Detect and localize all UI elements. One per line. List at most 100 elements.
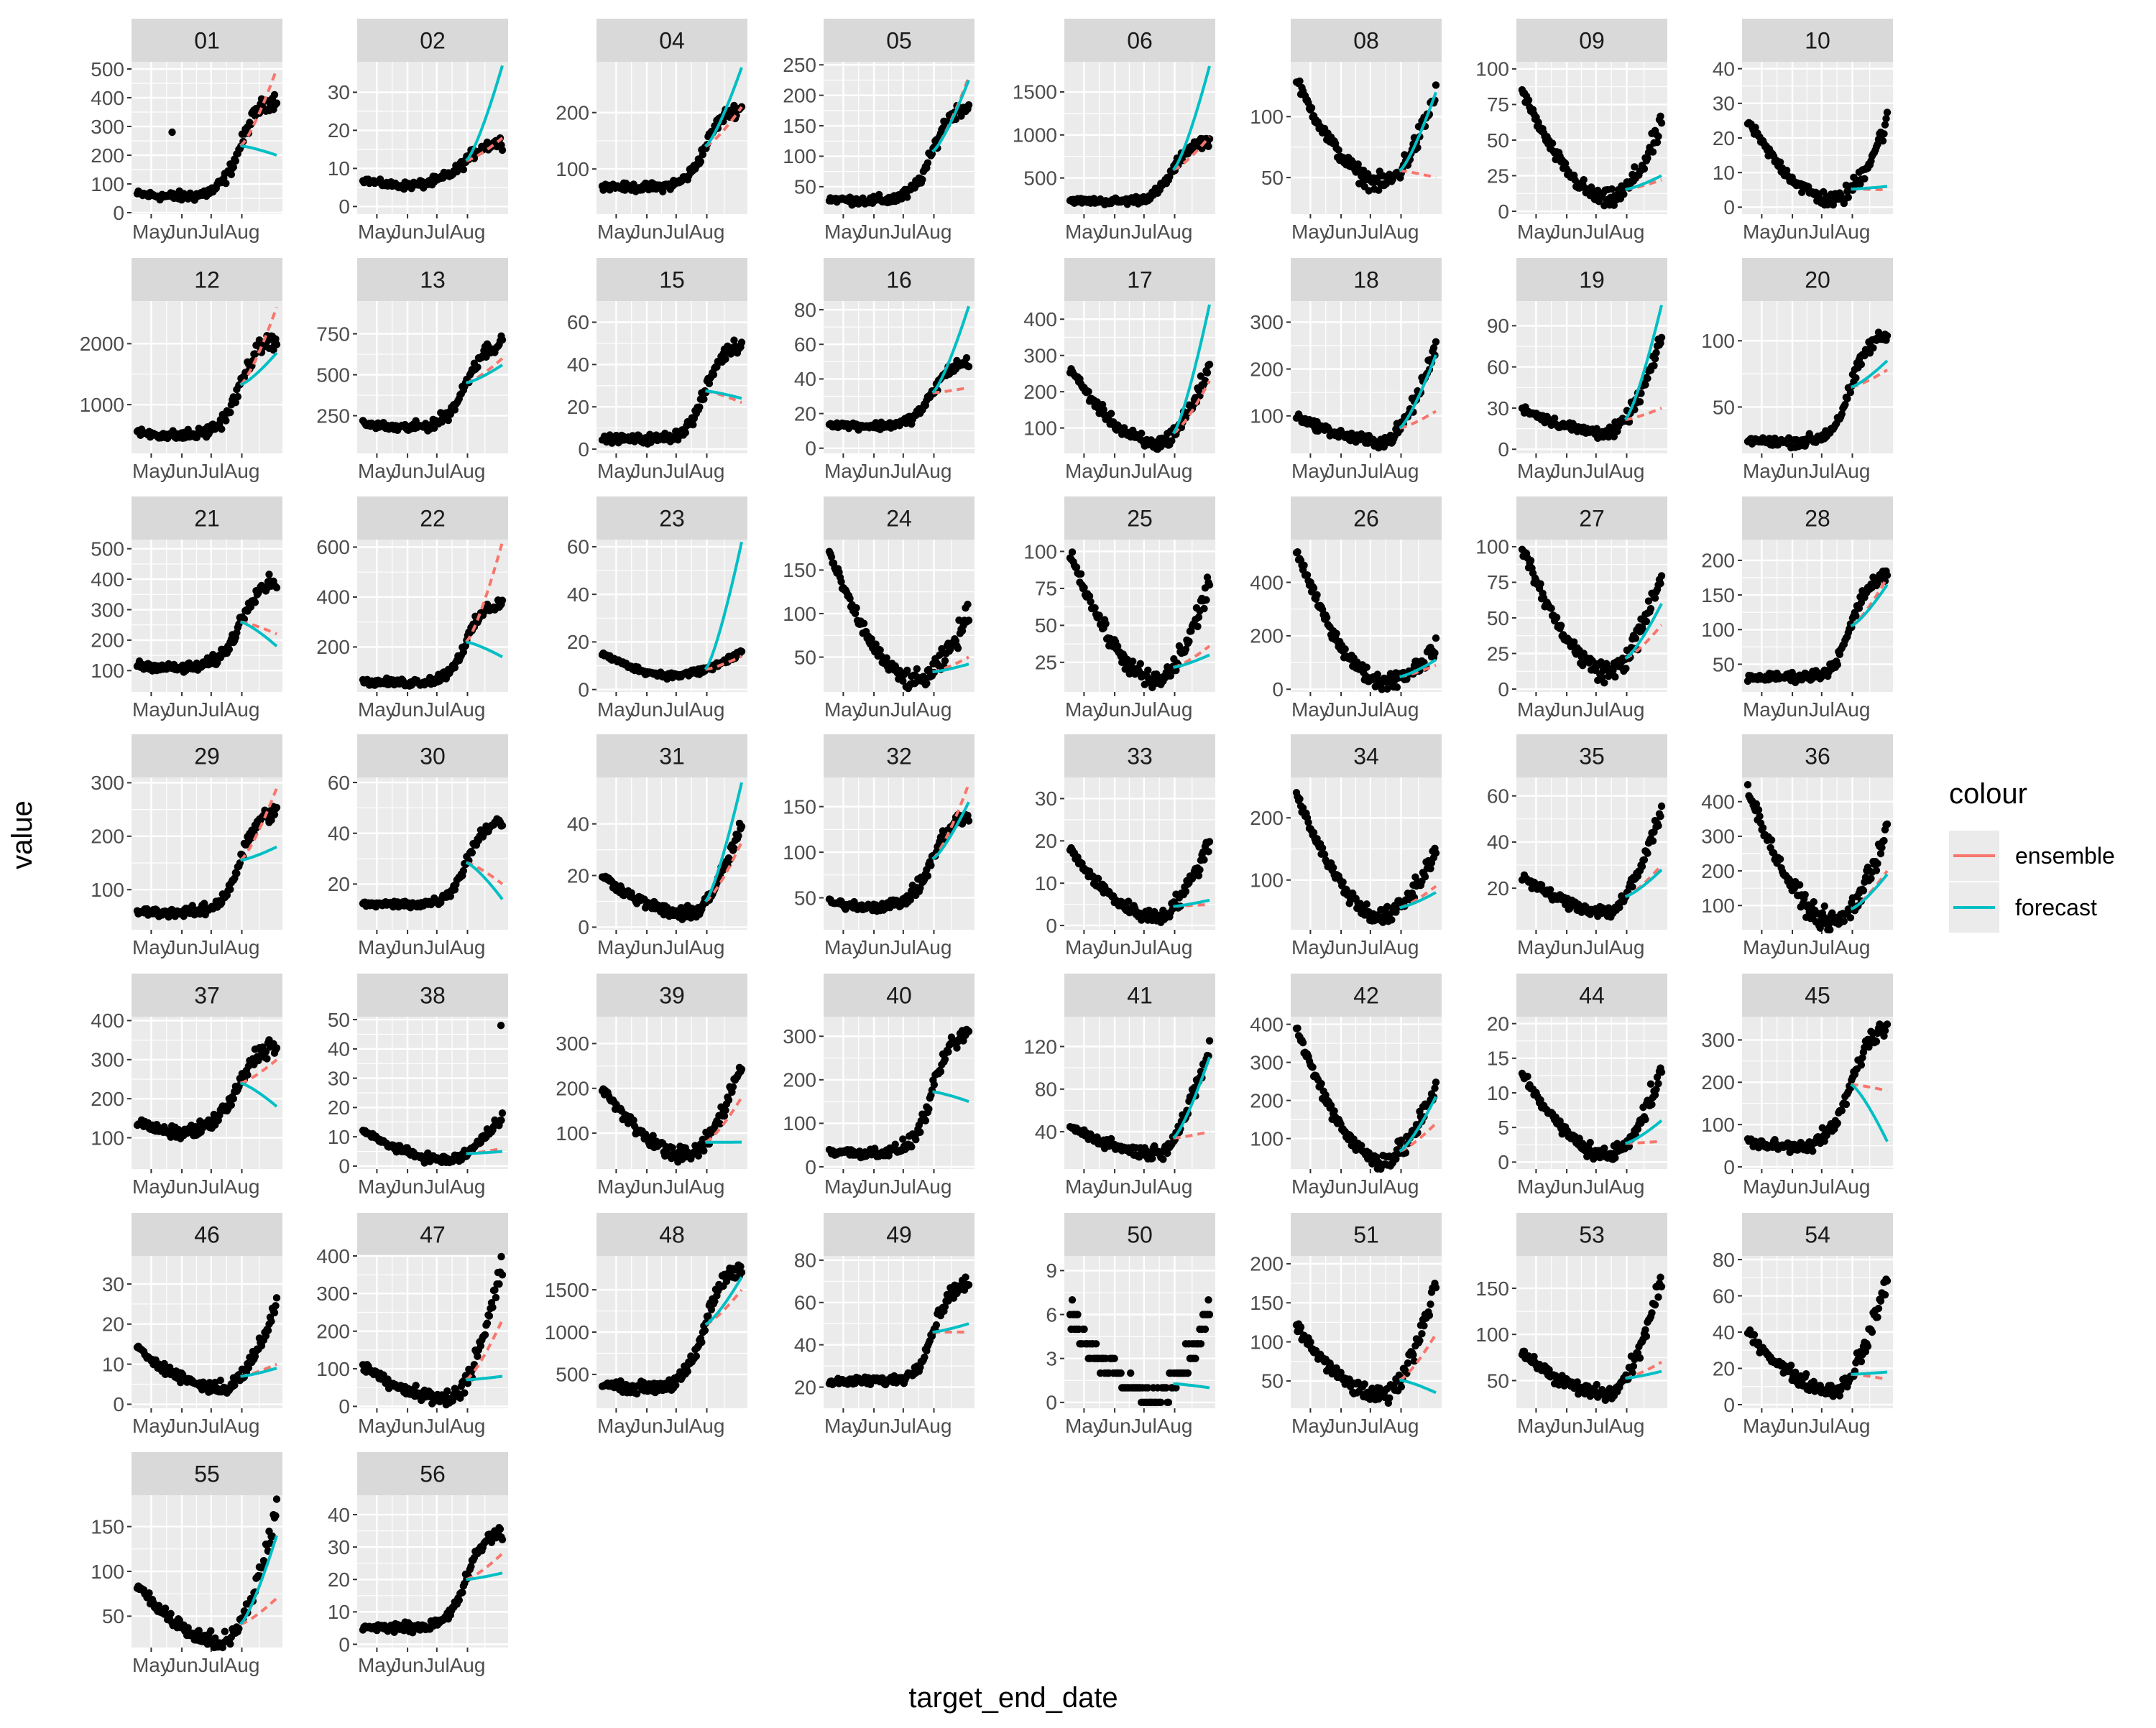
x-tick-label: Jul <box>424 698 450 721</box>
y-tick-label: 750 <box>316 323 350 345</box>
x-tick-label: Jun <box>1777 698 1809 721</box>
x-tick-label: May <box>824 221 862 243</box>
data-point <box>1144 667 1151 674</box>
x-tick-label: Aug <box>450 221 486 243</box>
data-point <box>499 147 506 154</box>
x-tick-label: Jun <box>1551 698 1583 721</box>
x-tick-label: Jun <box>392 698 424 721</box>
data-point <box>1393 683 1401 690</box>
y-tick-label: 200 <box>1250 807 1284 829</box>
y-tick-label: 50 <box>1713 396 1735 418</box>
data-point <box>738 648 745 655</box>
data-point <box>696 403 703 410</box>
x-tick-label: Aug <box>1383 698 1419 721</box>
x-tick-label: Aug <box>1835 460 1871 482</box>
data-point <box>1200 605 1207 612</box>
y-tick-label: 20 <box>1487 877 1509 900</box>
y-tick-label: 40 <box>328 823 350 845</box>
y-tick-label: 20 <box>1035 830 1057 852</box>
y-tick-label: 60 <box>794 333 816 356</box>
data-point <box>1557 622 1565 629</box>
y-tick-label: 60 <box>1487 356 1509 378</box>
x-tick-label: Aug <box>450 936 486 958</box>
data-point <box>1834 661 1841 668</box>
data-point <box>1549 139 1556 147</box>
data-point <box>1658 119 1665 126</box>
data-point <box>1432 634 1439 642</box>
data-point <box>1087 598 1094 605</box>
y-tick-label: 20 <box>567 864 589 887</box>
x-tick-label: Aug <box>1157 936 1193 958</box>
x-tick-label: Jun <box>392 221 424 243</box>
data-point <box>1879 137 1886 144</box>
y-tick-label: 0 <box>578 916 589 938</box>
data-point <box>1363 900 1370 907</box>
x-tick-label: Jul <box>1358 698 1383 721</box>
x-tick-label: Jul <box>1809 460 1835 482</box>
data-point <box>1580 176 1588 183</box>
data-point <box>1884 108 1891 116</box>
x-tick-label: Jun <box>1325 460 1358 482</box>
y-tick-label: 150 <box>783 115 816 137</box>
x-tick-label: Jun <box>1099 221 1131 243</box>
x-tick-label: Aug <box>916 936 952 958</box>
facet-label: 25 <box>1127 506 1153 532</box>
y-tick-label: 150 <box>783 795 816 818</box>
data-point <box>460 867 467 874</box>
data-point <box>1527 557 1534 564</box>
y-tick-label: 100 <box>1023 417 1057 439</box>
data-point <box>1632 634 1639 642</box>
y-tick-label: 40 <box>567 583 589 606</box>
x-tick-label: Jun <box>858 460 890 482</box>
data-point <box>965 817 972 824</box>
y-tick-label: 150 <box>1701 584 1735 606</box>
y-tick-label: 100 <box>1250 106 1284 128</box>
y-tick-label: 30 <box>1487 397 1509 420</box>
facet-label: 28 <box>1805 506 1830 532</box>
data-point <box>469 849 476 856</box>
x-tick-label: Jun <box>166 936 198 958</box>
data-point <box>1652 349 1659 356</box>
data-point <box>1182 888 1189 895</box>
data-point <box>1432 849 1439 856</box>
x-tick-label: Jul <box>1358 936 1383 958</box>
x-tick-label: May <box>132 936 170 958</box>
data-point <box>1525 96 1532 103</box>
data-point <box>273 804 280 811</box>
y-tick-label: 500 <box>91 58 124 80</box>
y-tick-label: 100 <box>556 158 589 180</box>
data-point <box>1296 795 1303 803</box>
facet-label: 34 <box>1353 744 1379 770</box>
x-tick-label: Jun <box>1325 698 1358 721</box>
facet-label: 05 <box>886 28 912 54</box>
y-tick-label: 0 <box>1498 678 1509 701</box>
x-tick-label: Jun <box>1099 698 1131 721</box>
data-point <box>1206 361 1213 368</box>
y-tick-label: 200 <box>1250 625 1284 647</box>
x-tick-label: Aug <box>689 936 725 958</box>
data-point <box>918 176 926 183</box>
x-tick-label: Jul <box>1583 698 1609 721</box>
x-tick-label: Jun <box>1099 936 1131 958</box>
data-point <box>252 350 259 357</box>
y-tick-label: 20 <box>794 402 816 425</box>
data-point <box>1363 664 1370 671</box>
y-tick-label: 80 <box>794 299 816 321</box>
y-tick-label: 0 <box>338 195 350 218</box>
facet-label: 01 <box>194 28 220 54</box>
y-tick-label: 200 <box>91 826 124 848</box>
y-tick-label: 200 <box>783 84 816 106</box>
data-point <box>964 601 971 608</box>
panel-background <box>1064 777 1215 930</box>
data-point <box>1330 864 1337 871</box>
data-point <box>1431 650 1438 657</box>
y-tick-label: 25 <box>1035 652 1057 674</box>
data-point <box>265 570 272 578</box>
x-tick-label: Jul <box>198 460 224 482</box>
